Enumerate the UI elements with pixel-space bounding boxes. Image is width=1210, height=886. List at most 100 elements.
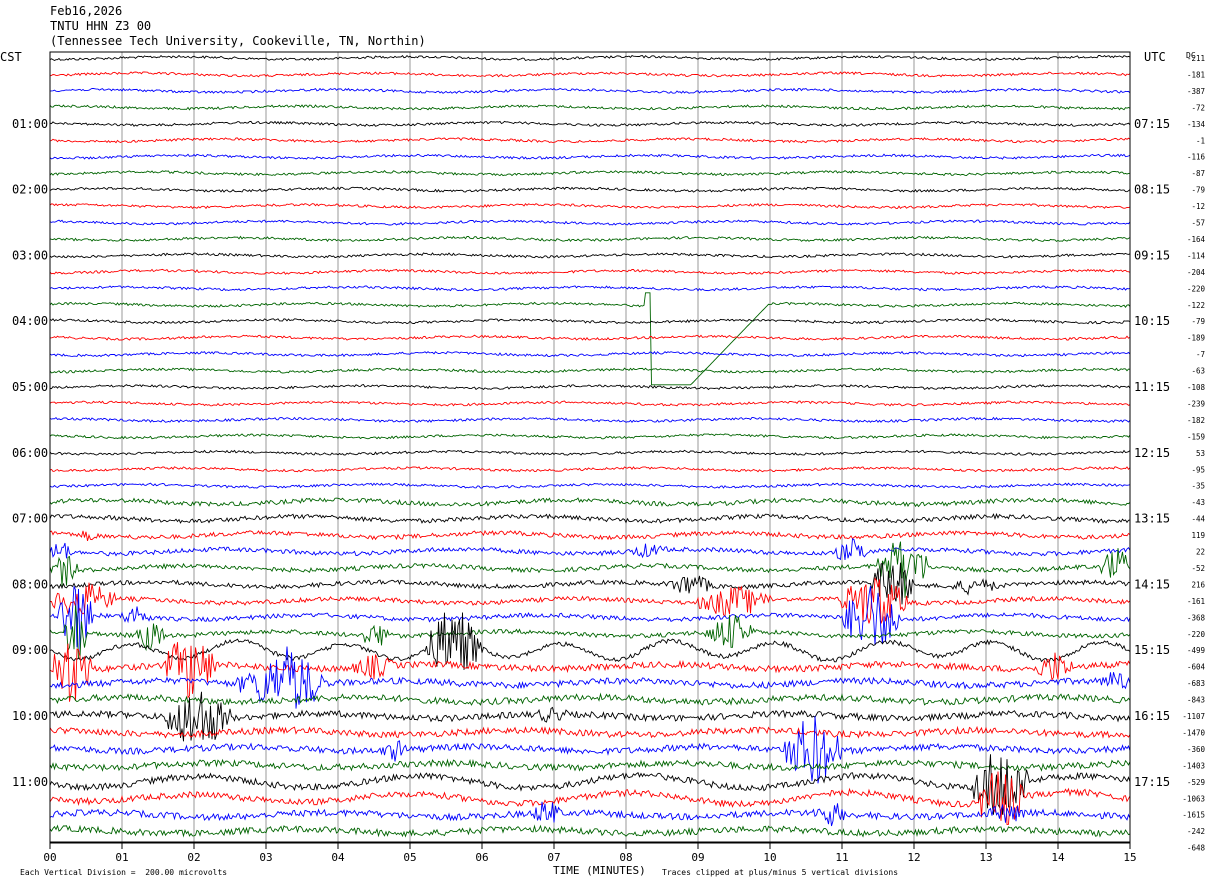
utc-hour-label: 10:15	[1134, 314, 1170, 328]
seismic-trace	[49, 725, 1131, 739]
seismic-trace	[49, 691, 1131, 742]
seismic-trace	[49, 754, 1131, 815]
dc-offset-label: -12	[1191, 202, 1205, 211]
utc-hour-label: 13:15	[1134, 512, 1170, 526]
dc-offset-label: -529	[1187, 778, 1205, 787]
utc-hour-label: 14:15	[1134, 577, 1170, 591]
dc-offset-label: -360	[1187, 745, 1206, 754]
x-tick-label: 08	[619, 851, 632, 864]
dc-offset-label: -242	[1187, 827, 1205, 836]
cst-hour-label: 04:00	[12, 314, 48, 328]
dc-offset-label: -189	[1187, 334, 1205, 343]
dc-offset-label: -95	[1191, 465, 1205, 474]
seismic-trace	[50, 577, 1131, 624]
dc-offset-label: -368	[1187, 613, 1206, 622]
dc-offset-label: 22	[1196, 548, 1205, 557]
plot-frame	[49, 51, 1131, 844]
seismic-trace	[49, 120, 1131, 127]
utc-hour-label: 11:15	[1134, 380, 1170, 394]
dc-offset-label: 216	[1191, 580, 1205, 589]
seismic-trace	[49, 219, 1131, 226]
seismic-trace	[49, 466, 1131, 473]
seismic-trace	[49, 562, 1131, 605]
seismic-trace	[49, 612, 1131, 670]
clip-note: Traces clipped at plus/minus 5 vertical …	[662, 868, 899, 877]
dc-offset-label: -108	[1187, 383, 1206, 392]
x-tick-label: 04	[331, 851, 345, 864]
dc-offset-label: -35	[1191, 482, 1205, 491]
seismic-trace	[49, 252, 1131, 259]
dc-offset-label: -211	[1187, 54, 1205, 63]
dc-offset-label: -220	[1187, 630, 1206, 639]
x-tick-label: 09	[691, 851, 704, 864]
dc-offset-label: -44	[1191, 515, 1205, 524]
seismic-trace	[49, 153, 1131, 160]
seismic-trace	[49, 350, 1131, 358]
x-tick-label: 12	[907, 851, 920, 864]
seismic-trace	[49, 268, 1131, 275]
utc-hour-label: 09:15	[1134, 248, 1170, 262]
dc-offset-label: -43	[1191, 498, 1205, 507]
grid-lines	[121, 52, 1059, 843]
utc-axis-title: UTC	[1144, 50, 1166, 64]
dc-offset-label: -181	[1187, 70, 1205, 79]
dc-offset-labels: -211 -181 -387 -72 -134 -1 -116 -87 -79 -12 -57 -16…	[1182, 54, 1205, 853]
seismic-trace	[49, 715, 1131, 784]
utc-hour-labels: 07:15 08:15 09:15 10:15 11:15 12:15 13:15 14:15…	[1134, 117, 1170, 789]
seismic-trace	[49, 758, 1131, 772]
x-tick-label: 00	[43, 851, 56, 864]
seismic-trace	[49, 87, 1131, 94]
station-location: (Tennessee Tech University, Cookeville, …	[50, 34, 426, 48]
dc-offset-label: -683	[1187, 679, 1205, 688]
x-tick-label: 06	[475, 851, 488, 864]
seismic-trace	[49, 433, 1131, 440]
seismic-trace	[49, 367, 1131, 374]
seismic-trace	[49, 646, 1131, 709]
x-tick-label: 13	[979, 851, 992, 864]
seismic-trace	[49, 235, 1131, 243]
dc-offset-label: -159	[1187, 432, 1205, 441]
dc-offset-label: -1403	[1182, 761, 1205, 770]
cst-hour-label: 08:00	[12, 577, 48, 591]
cst-hour-label: 01:00	[12, 117, 48, 131]
seismic-trace	[49, 400, 1131, 407]
seismic-trace	[49, 482, 1131, 489]
dc-offset-label: -57	[1191, 219, 1205, 228]
dc-offset-label: -499	[1187, 646, 1205, 655]
seismic-trace	[49, 170, 1131, 177]
seismic-trace	[49, 585, 1131, 652]
dc-offset-label: -604	[1187, 663, 1206, 672]
x-tick-label: 10	[763, 851, 776, 864]
dc-offset-label: -122	[1187, 301, 1205, 310]
utc-hour-label: 07:15	[1134, 117, 1170, 131]
seismic-trace	[49, 824, 1131, 838]
seismic-trace	[49, 497, 1131, 508]
dc-offset-label: -7	[1196, 350, 1205, 359]
cst-hour-label: 05:00	[12, 380, 48, 394]
seismic-trace	[49, 104, 1131, 111]
x-tick-label: 14	[1051, 851, 1065, 864]
seismic-trace	[49, 801, 1131, 827]
cst-hour-label: 07:00	[12, 512, 48, 526]
dc-offset-label: -164	[1187, 235, 1206, 244]
seismic-trace	[49, 512, 1131, 524]
x-tick-label: 05	[403, 851, 416, 864]
dc-offset-label: -79	[1191, 317, 1205, 326]
seismic-trace	[49, 771, 1131, 826]
plot-date: Feb16,2026	[50, 4, 123, 18]
dc-offset-label: -161	[1187, 597, 1205, 606]
seismic-trace	[49, 383, 1131, 391]
dc-column-title: DC	[1186, 51, 1196, 60]
scale-note: Each Vertical Division = 200.00 microvol…	[20, 868, 228, 877]
seismic-trace	[49, 538, 1131, 561]
cst-hour-label: 06:00	[12, 446, 48, 460]
cst-hour-label: 03:00	[12, 248, 48, 262]
dc-offset-label: -387	[1187, 87, 1205, 96]
dc-offset-label: -1107	[1182, 712, 1205, 721]
dc-offset-label: -843	[1187, 696, 1205, 705]
seismic-trace	[49, 292, 1131, 386]
station-code: TNTU HHN Z3 00	[50, 19, 152, 33]
utc-hour-label: 15:15	[1134, 643, 1170, 657]
seismic-traces	[49, 54, 1131, 843]
